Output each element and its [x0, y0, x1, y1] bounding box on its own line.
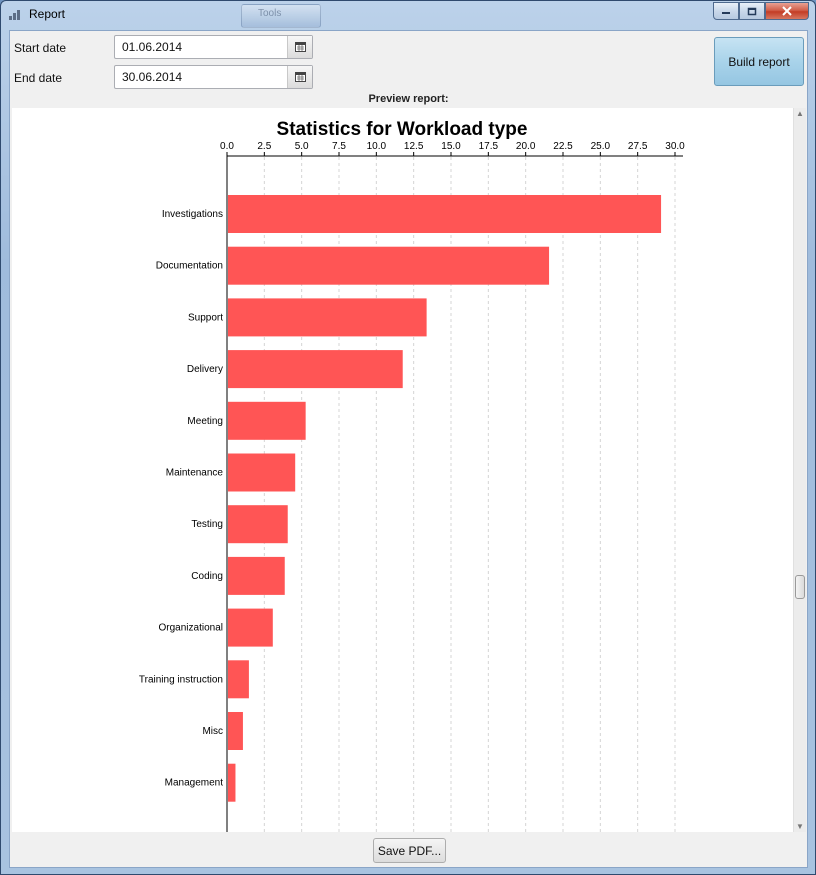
end-date-calendar-button[interactable] [287, 66, 312, 88]
bar [228, 660, 249, 699]
bar [228, 556, 285, 595]
maximize-icon [747, 7, 757, 15]
start-date-input[interactable] [115, 36, 287, 58]
x-tick-label: 30.0 [665, 141, 685, 152]
save-pdf-button[interactable]: Save PDF... [373, 838, 446, 863]
x-tick-label: 27.5 [628, 141, 648, 152]
window-title: Report [29, 7, 66, 21]
background-window-tab: Tools [241, 4, 321, 28]
window-controls [713, 2, 809, 21]
minimize-icon [722, 12, 730, 14]
bar [228, 505, 288, 544]
x-tick-label: 20.0 [516, 141, 536, 152]
preview-report-label: Preview report: [368, 93, 449, 105]
category-label: Testing [191, 519, 223, 530]
category-label: Management [165, 778, 224, 789]
category-label: Delivery [187, 364, 223, 375]
scroll-up-icon[interactable]: ▲ [796, 109, 804, 118]
bar [228, 453, 296, 492]
x-tick-label: 22.5 [553, 141, 573, 152]
chart-title: Statistics for Workload type [277, 119, 528, 140]
start-date-calendar-button[interactable] [287, 36, 312, 58]
maximize-button[interactable] [739, 2, 765, 20]
calendar-icon [294, 42, 306, 52]
minimize-button[interactable] [713, 2, 739, 20]
close-icon [782, 6, 792, 16]
category-label: Maintenance [166, 468, 224, 479]
category-label: Misc [202, 726, 223, 737]
bar [228, 608, 273, 647]
report-panel: Start date End date Build re [9, 30, 808, 868]
x-tick-label: 15.0 [441, 141, 461, 152]
calendar-icon [294, 72, 306, 82]
x-tick-label: 7.5 [332, 141, 346, 152]
category-label: Investigations [162, 209, 223, 220]
bar [228, 350, 403, 389]
start-date-picker[interactable] [114, 35, 313, 59]
category-label: Coding [191, 571, 223, 582]
workload-chart: Statistics for Workload type 0.0 2.5 5.0 7.5… [139, 119, 685, 832]
x-tick-label: 0.0 [220, 141, 234, 152]
end-date-label: End date [14, 71, 63, 85]
category-label: Support [188, 312, 223, 323]
bar [228, 195, 662, 233]
report-preview[interactable]: Statistics for Workload type 0.0 2.5 5.0 7.5… [12, 108, 793, 832]
bar [228, 246, 550, 285]
preview-scrollbar[interactable]: ▲ ▼ [793, 108, 806, 832]
scrollbar-thumb[interactable] [795, 575, 805, 599]
end-date-picker[interactable] [114, 65, 313, 89]
start-date-label: Start date [14, 41, 67, 55]
close-button[interactable] [765, 2, 809, 20]
end-date-input[interactable] [115, 66, 287, 88]
scroll-down-icon[interactable]: ▼ [796, 822, 804, 831]
bar [228, 298, 427, 337]
x-tick-label: 2.5 [257, 141, 271, 152]
x-tick-label: 5.0 [295, 141, 309, 152]
x-tick-label: 17.5 [479, 141, 499, 152]
app-icon [9, 10, 20, 20]
bar [228, 712, 243, 750]
bar [228, 401, 306, 440]
category-label: Training instruction [139, 674, 223, 685]
x-tick-label: 10.0 [367, 141, 387, 152]
bar [228, 763, 236, 802]
category-label: Meeting [187, 416, 223, 427]
title-bar[interactable]: Report Tools [1, 1, 815, 29]
category-label: Documentation [156, 261, 223, 272]
category-label: Organizational [159, 623, 223, 634]
build-report-button[interactable]: Build report [714, 37, 804, 86]
background-window-label: Tools [258, 8, 282, 19]
x-tick-label: 12.5 [404, 141, 424, 152]
x-tick-label: 25.0 [591, 141, 611, 152]
